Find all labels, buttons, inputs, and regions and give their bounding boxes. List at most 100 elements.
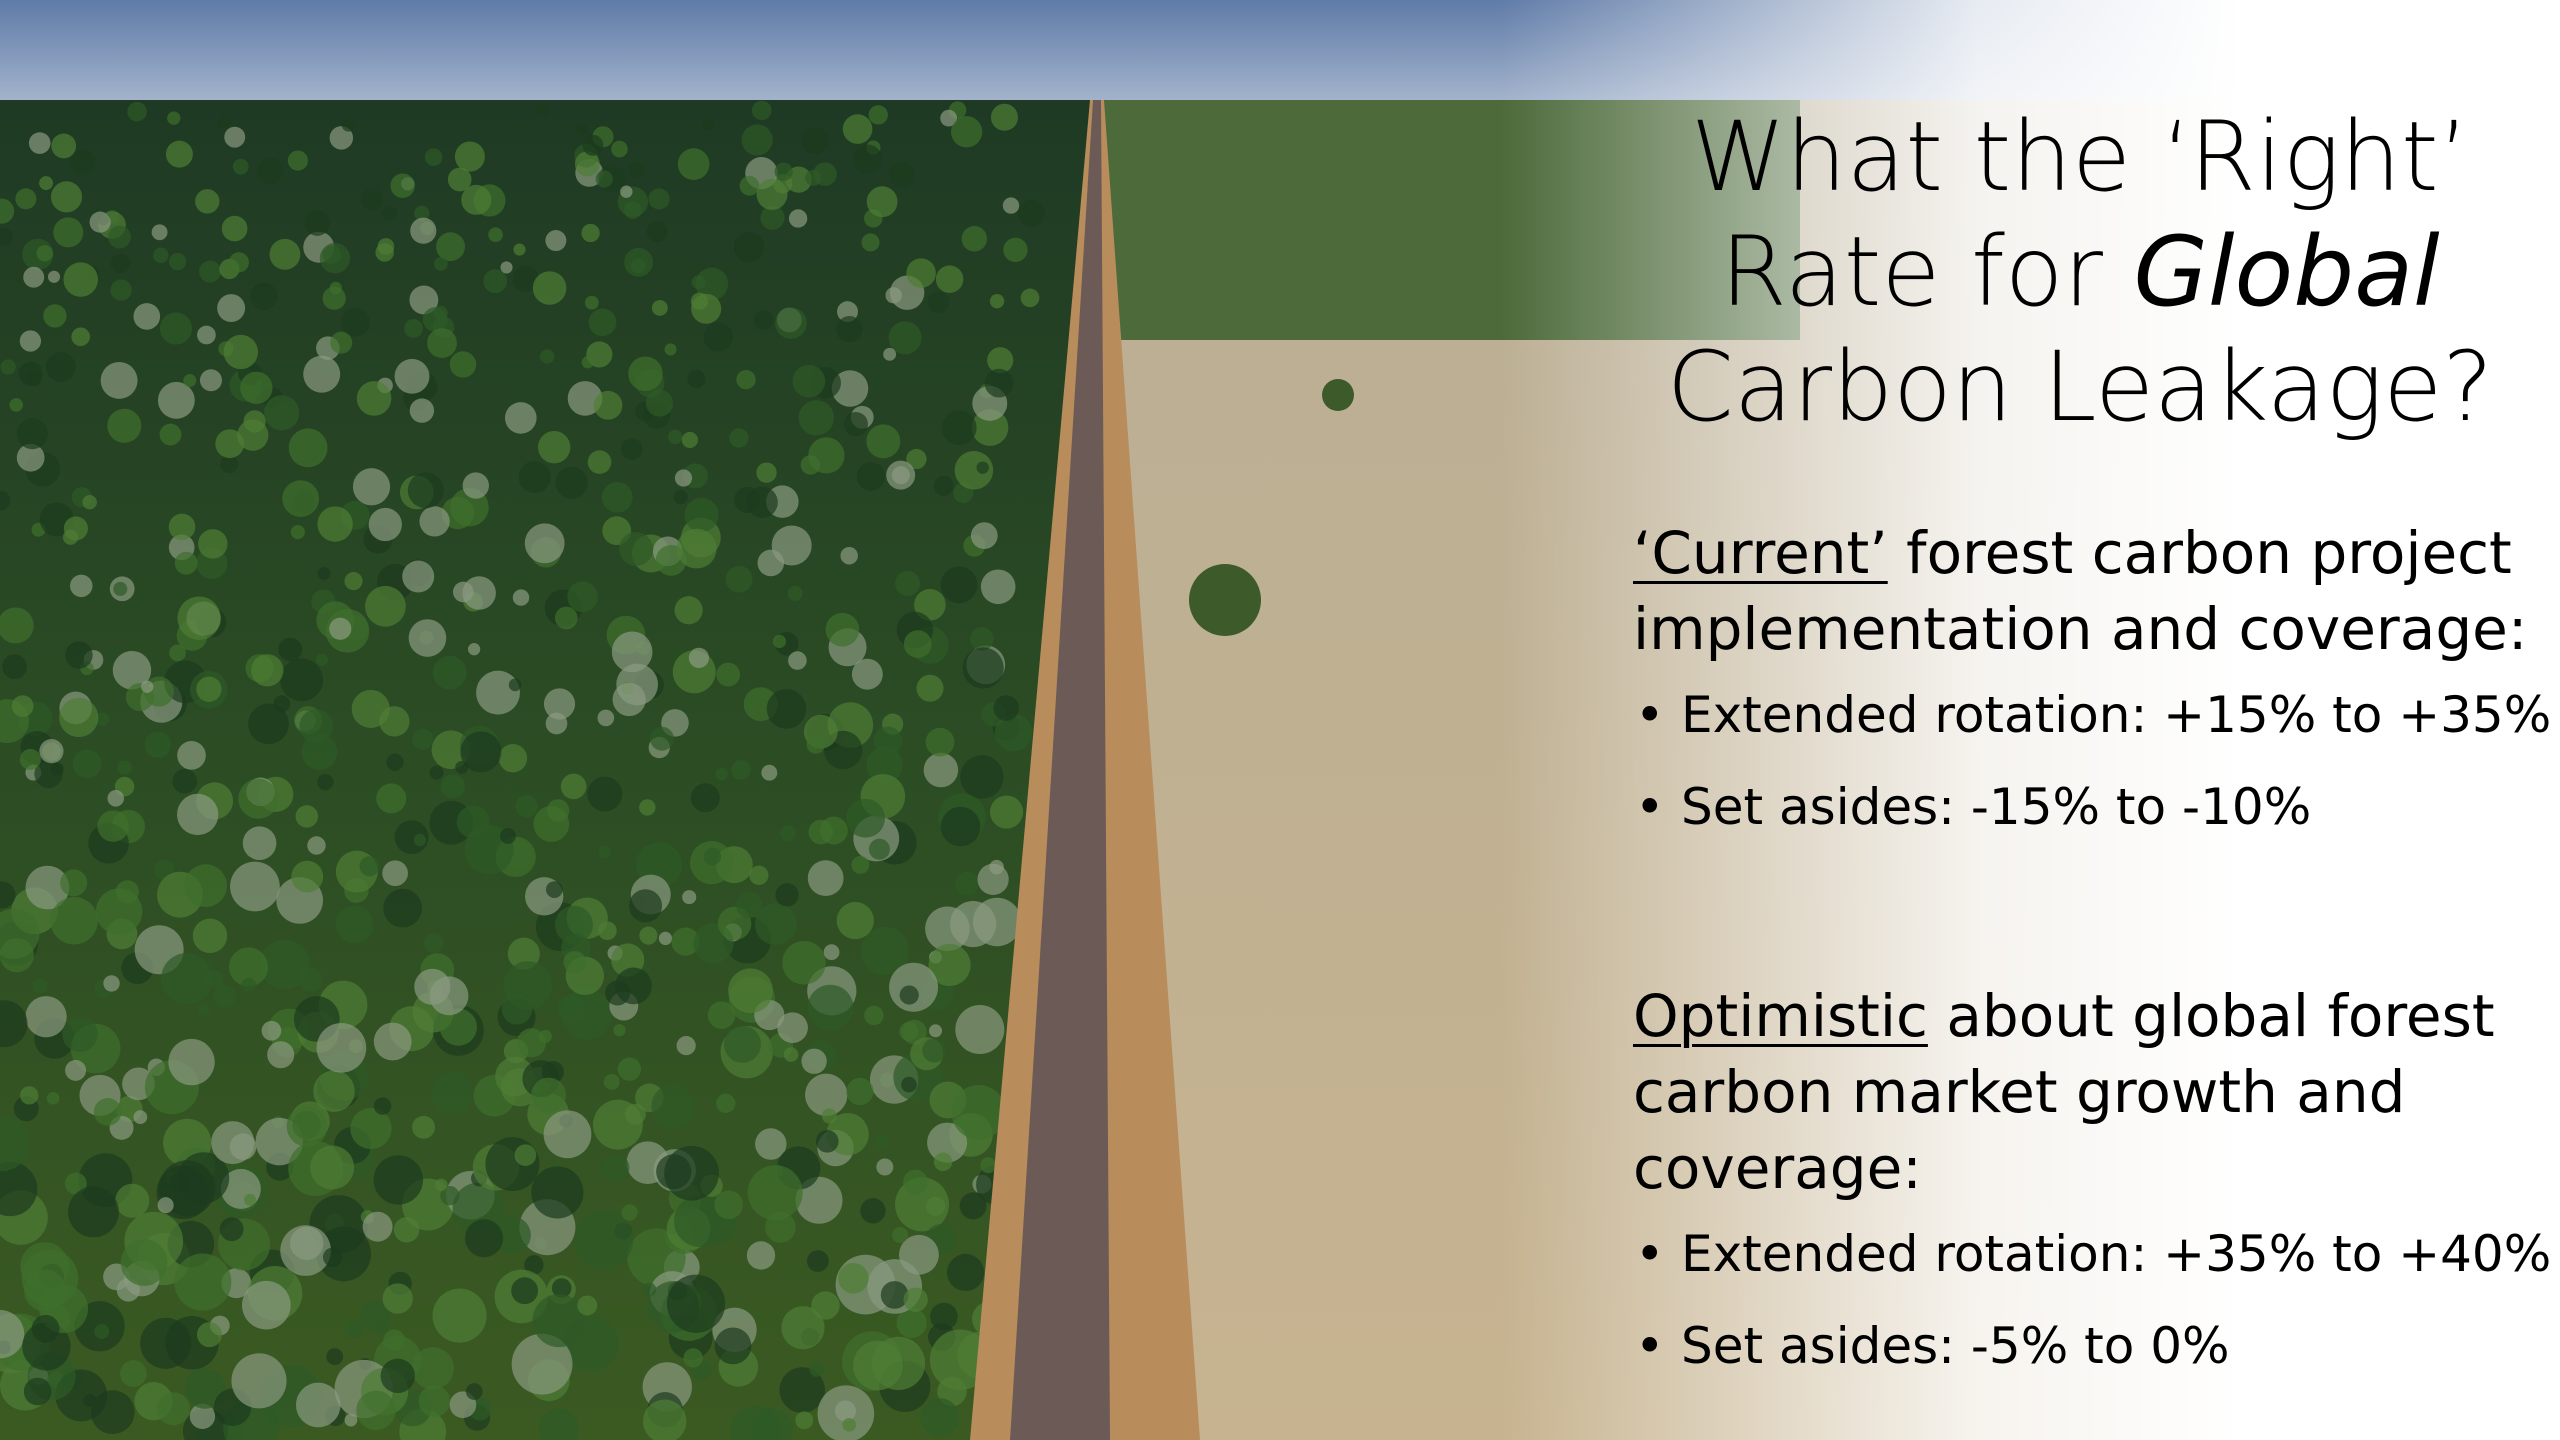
tree-crown [113, 581, 128, 596]
tree-crown [414, 205, 430, 222]
bullet: Set asides: -5% to 0% [1633, 1316, 2533, 1376]
tree-crown [620, 185, 633, 198]
tree-crown [25, 996, 67, 1038]
tree-crown [241, 977, 256, 993]
tree-crown [846, 1077, 874, 1106]
tree-crown [39, 176, 54, 191]
tree-crown [891, 466, 910, 485]
tree-crown [465, 1383, 483, 1400]
tree-crown [971, 409, 1009, 446]
tree-crown [304, 210, 330, 236]
tree-crown [595, 170, 613, 188]
tree-crown [582, 134, 604, 156]
tree-crown [806, 1250, 829, 1272]
tree-crown [581, 356, 594, 369]
tree-crown [69, 149, 96, 176]
tree-crown [873, 726, 903, 755]
title-line: Rate for Global [1600, 215, 2560, 330]
tree-crown [987, 347, 1014, 374]
tree-crown [628, 889, 663, 923]
tree-crown [359, 856, 380, 877]
tree-crown [380, 1358, 415, 1394]
tree-crown [133, 1110, 148, 1125]
tree-crown [365, 585, 406, 627]
tree-crown [28, 132, 51, 154]
tree-crown [350, 1107, 392, 1150]
road [1010, 100, 1110, 1440]
tree-crown [50, 762, 64, 776]
tree-crown [676, 528, 717, 569]
tree-crown [240, 371, 273, 405]
tree-crown [970, 522, 998, 550]
tree-crown [947, 1253, 985, 1292]
tree-crown [157, 381, 195, 419]
tree-crown [169, 1172, 190, 1194]
tree-crown [754, 310, 774, 330]
tree-crown [278, 637, 303, 662]
tree-crown [412, 728, 434, 750]
tree-crown [834, 1400, 856, 1422]
tree-crown [319, 243, 351, 274]
tree-crown [980, 1157, 997, 1174]
tree-crown [922, 1038, 947, 1063]
tree-crown [244, 1193, 257, 1206]
tree-crown [903, 630, 932, 658]
tree-crown [174, 1253, 232, 1311]
tree-crown [746, 486, 778, 518]
tree-crown [630, 258, 646, 274]
tree-crown [64, 1172, 87, 1195]
tree-crown [639, 799, 656, 816]
tree-crown [32, 978, 48, 994]
tree-crown [808, 437, 845, 474]
tree-crown [212, 984, 237, 1008]
section-heading: Optimistic about global forest carbon ma… [1633, 978, 2533, 1206]
tree-crown [642, 1399, 687, 1440]
tree-crown [777, 1012, 808, 1044]
tree-crown [404, 319, 423, 338]
tree-crown [295, 805, 319, 828]
tree-crown [906, 258, 936, 288]
tree-crown [933, 1152, 953, 1172]
tree-crown [436, 232, 466, 262]
section: Optimistic about global forest carbon ma… [1633, 978, 2551, 1408]
tree-crown [133, 303, 161, 330]
tree-crown [739, 175, 760, 196]
tree-crown [690, 292, 709, 310]
tree-crown [1018, 199, 1045, 227]
tree-crown [19, 330, 42, 352]
tree-crown [0, 227, 13, 246]
title-italic: Global [2133, 216, 2440, 328]
tree-crown [856, 462, 886, 491]
tree-crown [362, 1211, 393, 1242]
tree-crown [46, 1091, 60, 1105]
tree-crown [0, 908, 40, 959]
tree-crown [341, 118, 356, 132]
tree-crown [783, 1047, 799, 1062]
tree-crown [433, 305, 448, 321]
tree-crown [866, 424, 901, 459]
tree-crown [241, 1280, 291, 1330]
tree-crown [613, 1024, 626, 1037]
tree-crown [736, 369, 756, 390]
tree-crown [940, 806, 981, 847]
tree-crown [282, 480, 319, 517]
tree-crown [861, 233, 880, 252]
tree-crown [902, 1019, 927, 1045]
tree-crown [0, 359, 16, 375]
tree-crown [515, 795, 538, 818]
tree-crown [141, 680, 154, 693]
tree-crown [0, 607, 34, 644]
tree-crown [920, 1398, 960, 1437]
tree-crown [310, 1145, 355, 1190]
tree-crown [684, 497, 719, 533]
tree-crown [950, 116, 983, 148]
tree-crown [25, 370, 42, 387]
tree-crown [761, 764, 778, 781]
tree-crown [368, 507, 402, 542]
tree-crown [447, 167, 472, 192]
tree-crown [574, 151, 600, 177]
tree-crown [788, 209, 808, 228]
tree-crown [664, 343, 677, 356]
tree-crown [317, 566, 331, 580]
tree-crown [731, 760, 751, 780]
